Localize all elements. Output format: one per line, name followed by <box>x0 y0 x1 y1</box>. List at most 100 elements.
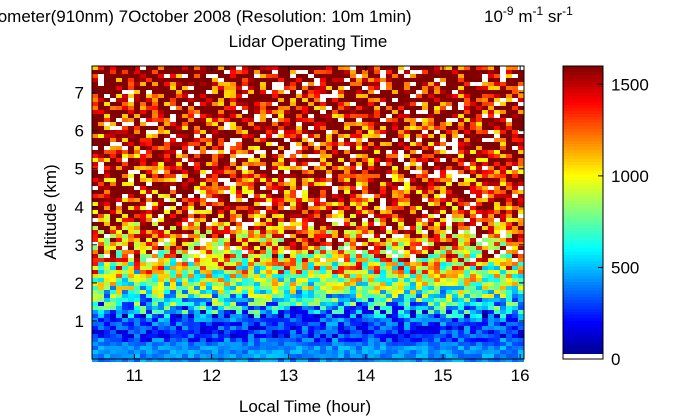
heatmap-cell <box>188 118 194 122</box>
heatmap-cell <box>140 110 146 114</box>
heatmap-cell <box>206 322 212 326</box>
heatmap-cell <box>368 154 374 158</box>
heatmap-cell <box>332 226 338 230</box>
heatmap-cell <box>212 306 218 310</box>
heatmap-cell <box>290 222 296 226</box>
heatmap-cell <box>296 306 302 310</box>
heatmap-cell <box>350 138 356 142</box>
heatmap-cell <box>260 110 266 114</box>
heatmap-cell <box>278 234 284 238</box>
heatmap-cell <box>248 222 254 226</box>
heatmap-cell <box>248 250 254 254</box>
heatmap-cell <box>104 298 110 302</box>
heatmap-cell <box>368 274 374 278</box>
heatmap-cell <box>416 118 422 122</box>
heatmap-cell <box>326 74 332 78</box>
heatmap-cell <box>110 246 116 250</box>
heatmap-cell <box>416 106 422 110</box>
heatmap-cell <box>164 282 170 286</box>
heatmap-cell <box>428 198 434 202</box>
heatmap-cell <box>110 258 116 262</box>
heatmap-cell <box>374 194 380 198</box>
heatmap-cell <box>314 294 320 298</box>
heatmap-cell <box>122 262 128 266</box>
heatmap-cell <box>434 226 440 230</box>
heatmap-cell <box>236 114 242 118</box>
heatmap-cell <box>314 106 320 110</box>
heatmap-cell <box>224 102 230 106</box>
heatmap-cell <box>380 134 386 138</box>
heatmap-cell <box>140 142 146 146</box>
heatmap-cell <box>188 138 194 142</box>
heatmap-cell <box>368 338 374 342</box>
heatmap-cell <box>164 318 170 322</box>
heatmap-cell <box>236 102 242 106</box>
heatmap-cell <box>470 150 476 154</box>
heatmap-cell <box>518 134 524 138</box>
heatmap-cell <box>212 262 218 266</box>
heatmap-cell <box>434 150 440 154</box>
heatmap-cell <box>350 234 356 238</box>
heatmap-cell <box>200 186 206 190</box>
heatmap-cell <box>182 66 188 70</box>
heatmap-cell <box>374 274 380 278</box>
heatmap-cell <box>164 322 170 326</box>
heatmap-cell <box>146 242 152 246</box>
heatmap-cell <box>110 266 116 270</box>
heatmap-cell <box>200 226 206 230</box>
heatmap-cell <box>134 182 140 186</box>
heatmap-cell <box>344 246 350 250</box>
heatmap-cell <box>416 102 422 106</box>
heatmap-cell <box>254 226 260 230</box>
heatmap-cell <box>338 282 344 286</box>
heatmap-cell <box>122 234 128 238</box>
heatmap-cell <box>206 258 212 262</box>
heatmap-cell <box>518 198 524 202</box>
heatmap-cell <box>470 166 476 170</box>
heatmap-cell <box>446 238 452 242</box>
heatmap-cell <box>140 66 146 70</box>
heatmap-cell <box>362 98 368 102</box>
heatmap-cell <box>284 126 290 130</box>
heatmap-cell <box>194 294 200 298</box>
heatmap-cell <box>122 230 128 234</box>
heatmap-cell <box>494 66 500 70</box>
heatmap-cell <box>350 130 356 134</box>
heatmap-cell <box>518 130 524 134</box>
heatmap-cell <box>260 122 266 126</box>
heatmap-cell <box>332 178 338 182</box>
heatmap-cell <box>410 226 416 230</box>
heatmap-cell <box>302 306 308 310</box>
heatmap-cell <box>356 274 362 278</box>
heatmap-cell <box>500 102 506 106</box>
heatmap-cell <box>476 206 482 210</box>
heatmap-cell <box>452 174 458 178</box>
heatmap-cell <box>230 158 236 162</box>
heatmap-cell <box>272 338 278 342</box>
heatmap-cell <box>104 82 110 86</box>
heatmap-cell <box>248 242 254 246</box>
heatmap-cell <box>152 130 158 134</box>
heatmap-cell <box>362 270 368 274</box>
heatmap-cell <box>110 98 116 102</box>
heatmap-cell <box>410 294 416 298</box>
heatmap-cell <box>128 274 134 278</box>
heatmap-cell <box>302 246 308 250</box>
heatmap-cell <box>134 126 140 130</box>
heatmap-cell <box>500 242 506 246</box>
heatmap-cell <box>266 70 272 74</box>
heatmap-cell <box>494 310 500 314</box>
heatmap-cell <box>152 250 158 254</box>
heatmap-cell <box>362 318 368 322</box>
heatmap-cell <box>446 318 452 322</box>
heatmap-cell <box>350 246 356 250</box>
heatmap-cell <box>452 334 458 338</box>
heatmap-cell <box>260 154 266 158</box>
heatmap-cell <box>200 230 206 234</box>
heatmap-cell <box>128 182 134 186</box>
heatmap-cell <box>248 314 254 318</box>
heatmap-cell <box>338 322 344 326</box>
heatmap-cell <box>380 226 386 230</box>
heatmap-cell <box>428 202 434 206</box>
heatmap-cell <box>344 206 350 210</box>
